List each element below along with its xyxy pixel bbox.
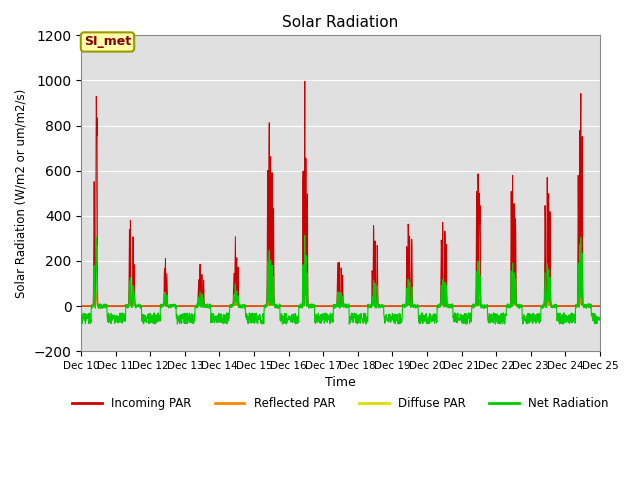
Title: Solar Radiation: Solar Radiation — [282, 15, 399, 30]
X-axis label: Time: Time — [325, 376, 356, 389]
Legend: Incoming PAR, Reflected PAR, Diffuse PAR, Net Radiation: Incoming PAR, Reflected PAR, Diffuse PAR… — [67, 392, 614, 415]
Y-axis label: Solar Radiation (W/m2 or um/m2/s): Solar Radiation (W/m2 or um/m2/s) — [15, 89, 28, 298]
Text: SI_met: SI_met — [84, 36, 131, 48]
